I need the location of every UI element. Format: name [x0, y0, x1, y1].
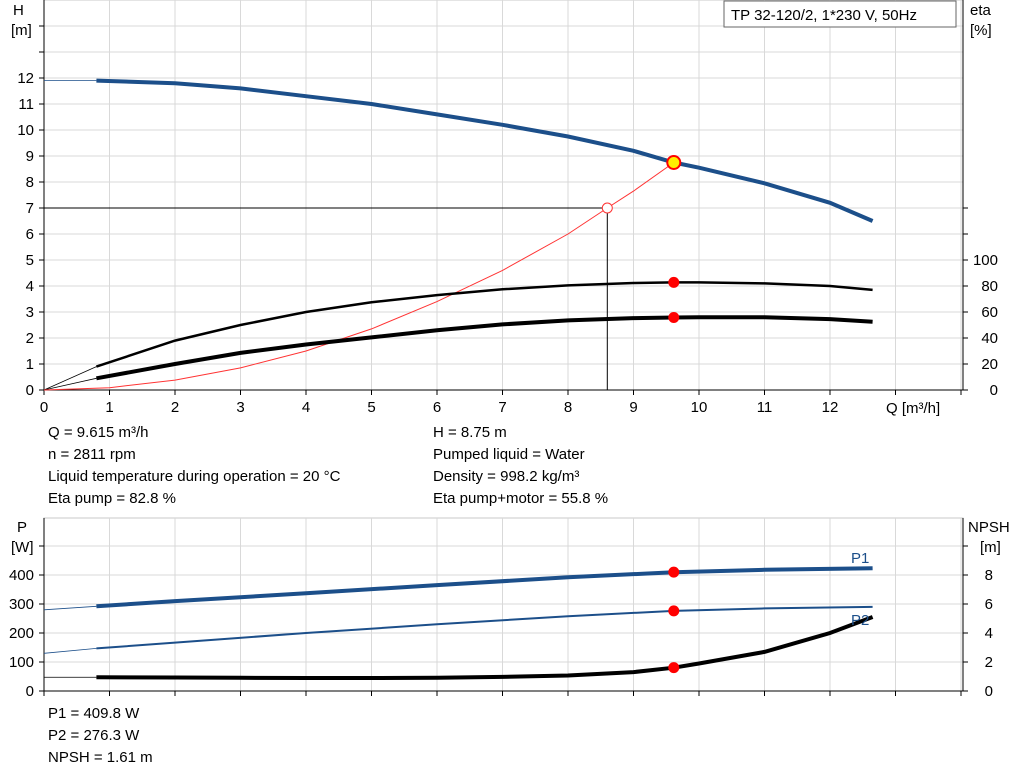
- h-tick-label: 6: [26, 226, 34, 243]
- lower-axes: 0 100 200 300 400 0 2 4 6 8: [9, 518, 993, 700]
- q-tick-label: 6: [433, 399, 441, 416]
- q-tick-label: 1: [105, 399, 113, 416]
- info-right-block: H = 8.75 m Pumped liquid = Water Density…: [433, 422, 608, 510]
- p-tick-label: 100: [9, 654, 34, 671]
- h-tick-label: 8: [26, 174, 34, 191]
- p2-marker: [668, 605, 680, 617]
- npsh-tick-label: 8: [985, 567, 993, 584]
- info-power-block: P1 = 409.8 W P2 = 276.3 W NPSH = 1.61 m: [48, 703, 153, 769]
- q-tick-label: 9: [629, 399, 637, 416]
- info-head: H = 8.75 m: [433, 424, 507, 441]
- q-tick-label: 7: [498, 399, 506, 416]
- npsh-curve: [96, 615, 874, 680]
- lower-series: [43, 566, 874, 680]
- h-tick-label: 7: [26, 200, 34, 217]
- h-tick-label: 12: [17, 70, 34, 87]
- lower-grid: [44, 518, 963, 691]
- q-tick-label: 0: [40, 399, 48, 416]
- info-eta-pump: Eta pump = 82.8 %: [48, 490, 176, 507]
- p2-curve: [96, 605, 873, 650]
- head-curve: [96, 78, 874, 223]
- h-tick-label: 10: [17, 122, 34, 139]
- y-right-unit-eta: [%]: [970, 22, 992, 39]
- upper-grid: [44, 0, 963, 390]
- p1-extension: [43, 605, 97, 611]
- q-tick-label: 11: [757, 399, 773, 416]
- npsh-tick-label: 6: [985, 596, 993, 613]
- eta-pump-motor-curve: [96, 315, 873, 381]
- q-tick-label: 8: [564, 399, 572, 416]
- eta-pump-marker: [668, 276, 680, 288]
- p1-marker: [668, 566, 680, 578]
- h-tick-label: 3: [26, 304, 34, 321]
- eta-tick-label: 80: [981, 278, 998, 295]
- title-box: [723, 0, 957, 28]
- q-tick-label: 5: [367, 399, 375, 416]
- h-tick-label: 0: [26, 382, 34, 399]
- series-label-p1: P1: [851, 550, 869, 567]
- chart-title: TP 32-120/2, 1*230 V, 50Hz: [731, 7, 917, 24]
- npsh-marker: [668, 662, 680, 674]
- info-left-block: Q = 9.615 m³/h n = 2811 rpm Liquid tempe…: [48, 422, 340, 510]
- y-left-label-h: H: [13, 2, 24, 19]
- h-tick-label: 4: [26, 278, 34, 295]
- p-tick-label: 0: [26, 683, 34, 700]
- info-liquid-temp: Liquid temperature during operation = 20…: [48, 468, 341, 485]
- eta-pump-motor-marker: [668, 311, 680, 323]
- h-tick-label: 1: [26, 356, 34, 373]
- info-density: Density = 998.2 kg/m³: [433, 468, 580, 485]
- p-tick-label: 400: [9, 567, 34, 584]
- y-left-unit-h: [m]: [11, 22, 32, 39]
- p-tick-label: 200: [9, 625, 34, 642]
- npsh-tick-label: 0: [985, 683, 993, 700]
- upper-markers: [601, 155, 682, 323]
- y-right-label-eta: eta: [970, 2, 992, 19]
- info-flow: Q = 9.615 m³/h: [48, 424, 149, 441]
- eta-tick-label: 20: [981, 356, 998, 373]
- y-left-unit-p: [W]: [11, 539, 34, 556]
- eta-pump-extension: [43, 366, 97, 391]
- info-speed: n = 2811 rpm: [48, 446, 136, 463]
- eta-tick-label: 0: [990, 382, 998, 399]
- info-eta-pump-motor: Eta pump+motor = 55.8 %: [433, 490, 609, 507]
- duty-point-marker: [601, 202, 613, 214]
- h-tick-label: 2: [26, 330, 34, 347]
- q-tick-label: 10: [691, 399, 708, 416]
- eta-pump-curve: [96, 281, 873, 368]
- y-right-unit-npsh: [m]: [980, 539, 1001, 556]
- p-tick-label: 300: [9, 596, 34, 613]
- info-p2: P2 = 276.3 W: [48, 727, 140, 744]
- h-tick-label: 5: [26, 252, 34, 269]
- lower-markers: [668, 566, 680, 674]
- info-p1: P1 = 409.8 W: [48, 705, 140, 722]
- npsh-tick-label: 4: [985, 625, 993, 642]
- q-tick-label: 12: [822, 399, 839, 416]
- npsh-tick-label: 2: [985, 654, 993, 671]
- q-tick-label: 2: [171, 399, 179, 416]
- x-axis-label: Q [m³/h]: [886, 400, 940, 417]
- info-pumped-liquid: Pumped liquid = Water: [433, 446, 585, 463]
- h-tick-label: 9: [26, 148, 34, 165]
- eta-tick-label: 100: [973, 252, 998, 269]
- upper-plot-area: [43, 0, 964, 391]
- eta-tick-label: 60: [981, 304, 998, 321]
- p1-curve: [96, 566, 873, 609]
- eta-tick-label: 40: [981, 330, 998, 347]
- upper-series: [43, 78, 874, 391]
- eta-pump-motor-extension: [43, 377, 97, 391]
- h-tick-label: 11: [18, 96, 34, 113]
- operating-point-marker: [666, 155, 682, 170]
- p2-extension: [43, 647, 97, 654]
- info-npsh: NPSH = 1.61 m: [48, 749, 153, 766]
- y-left-label-p: P: [17, 519, 27, 536]
- y-right-label-npsh: NPSH: [968, 519, 1010, 536]
- q-tick-label: 4: [302, 399, 310, 416]
- series-label-p2: P2: [851, 612, 869, 629]
- q-tick-label: 3: [236, 399, 244, 416]
